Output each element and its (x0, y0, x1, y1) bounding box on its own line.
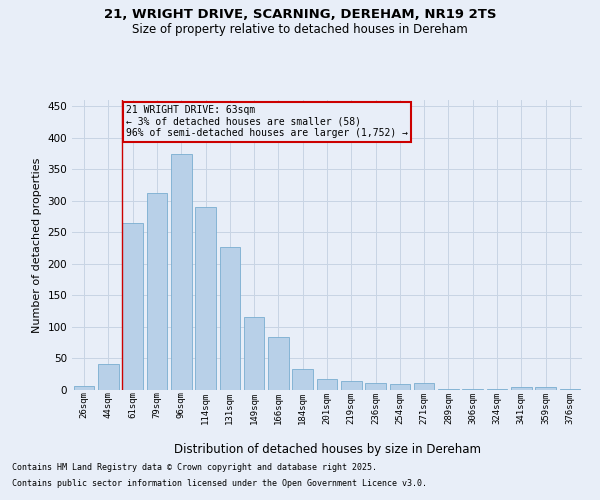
Bar (414, 383, 434, 390)
Bar (438, 388, 459, 390)
Bar (365, 383, 386, 390)
Bar (220, 247, 240, 390)
Text: 21 WRIGHT DRIVE: 63sqm
← 3% of detached houses are smaller (58)
96% of semi-deta: 21 WRIGHT DRIVE: 63sqm ← 3% of detached … (126, 105, 408, 138)
Bar (98, 364, 119, 390)
Bar (463, 388, 483, 390)
Bar (535, 388, 556, 390)
Y-axis label: Number of detached properties: Number of detached properties (32, 158, 42, 332)
Text: Contains HM Land Registry data © Crown copyright and database right 2025.: Contains HM Land Registry data © Crown c… (12, 464, 377, 472)
Bar (122, 223, 143, 390)
Bar (171, 154, 191, 390)
Text: Distribution of detached houses by size in Dereham: Distribution of detached houses by size … (173, 442, 481, 456)
Bar (389, 384, 410, 390)
Bar (341, 380, 362, 390)
Bar (146, 194, 167, 390)
Text: 21, WRIGHT DRIVE, SCARNING, DEREHAM, NR19 2TS: 21, WRIGHT DRIVE, SCARNING, DEREHAM, NR1… (104, 8, 496, 20)
Bar (292, 368, 313, 390)
Bar (195, 207, 216, 390)
Bar (74, 386, 94, 390)
Bar (244, 317, 265, 390)
Bar (511, 387, 532, 390)
Bar (268, 337, 289, 390)
Text: Contains public sector information licensed under the Open Government Licence v3: Contains public sector information licen… (12, 478, 427, 488)
Bar (317, 378, 337, 390)
Text: Size of property relative to detached houses in Dereham: Size of property relative to detached ho… (132, 22, 468, 36)
